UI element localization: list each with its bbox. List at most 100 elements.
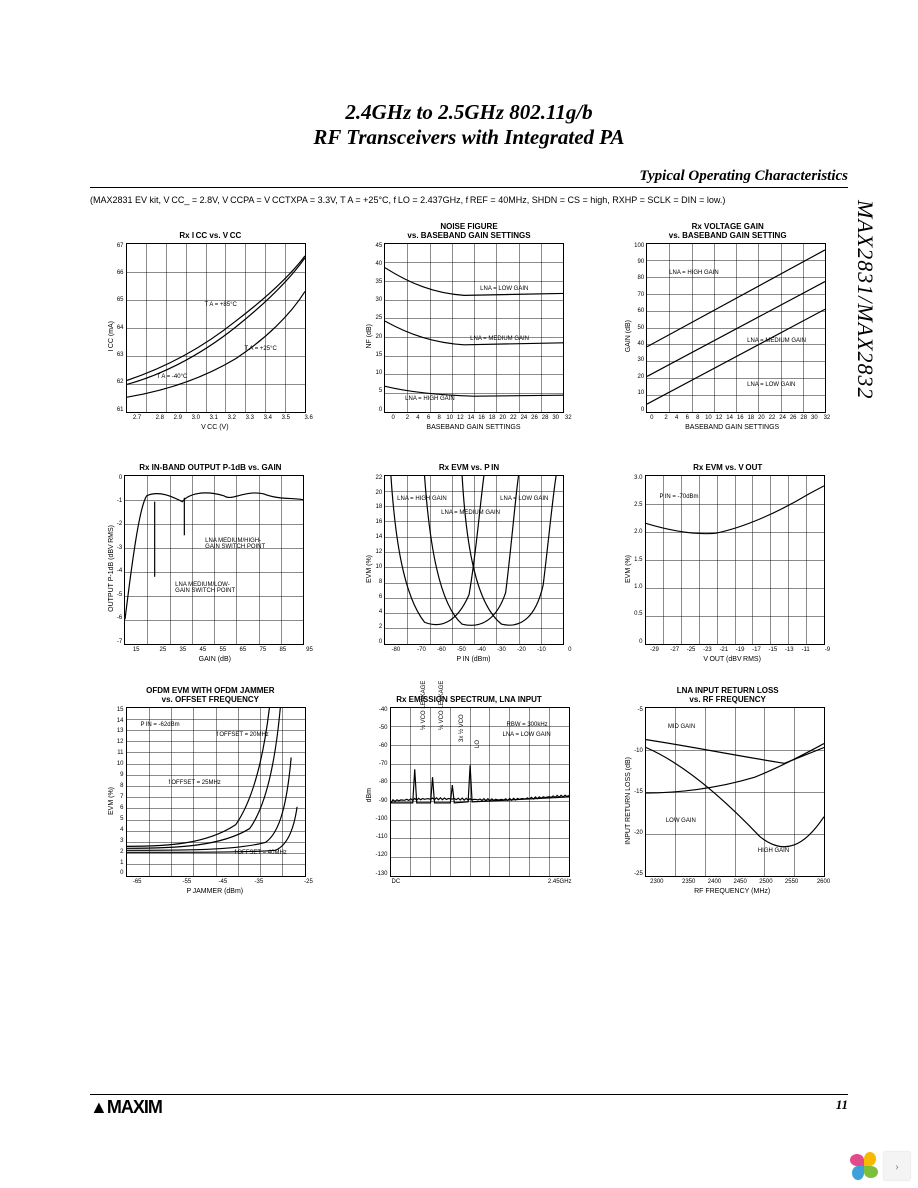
chart-annotation: ¼ VCO LEAKAGE	[439, 680, 445, 729]
page-number: 11	[836, 1097, 848, 1113]
x-ticks: 2.72.82.93.03.13.23.33.43.53.6	[133, 415, 313, 421]
chart-annotation: P IN = -62dBm	[141, 722, 180, 728]
x-ticks: 2300235024002450250025502600	[650, 879, 830, 885]
chart-title: NOISE FIGUREvs. BASEBAND GAIN SETTINGS	[407, 221, 530, 241]
chart-annotation: LOW GAIN	[666, 818, 696, 824]
chart-annotation: f OFFSET = 40MHz	[235, 850, 287, 856]
x-axis-label: GAIN (dB)	[117, 656, 313, 663]
y-ticks: 1514131211109876543210	[117, 707, 126, 877]
chart-8: LNA INPUT RETURN LOSSvs. RF FREQUENCY INP…	[607, 685, 848, 895]
chart-annotation: T A = -40°C	[157, 374, 188, 380]
x-ticks: 152535455565758595	[133, 647, 313, 653]
chart-annotation: ½ VCO LEAKAGE	[421, 680, 427, 729]
chart-grid: Rx I CC vs. V CCI CC (mA)67666564636261T…	[90, 221, 848, 895]
chart-3: Rx IN-BAND OUTPUT P-1dB vs. GAIN OUTPUT P…	[90, 453, 331, 663]
chart-annotation: LNA = LOW GAIN	[500, 496, 548, 502]
chart-title: LNA INPUT RETURN LOSSvs. RF FREQUENCY	[677, 685, 779, 705]
chart-annotation: LNA = HIGH GAIN	[397, 496, 447, 502]
y-ticks: 67666564636261	[117, 243, 126, 413]
chart-annotation: HIGH GAIN	[758, 848, 789, 854]
chart-annotation: f OFFSET = 20MHz	[217, 732, 269, 738]
x-axis-label: P JAMMER (dBm)	[117, 888, 313, 895]
y-axis-label: NF (dB)	[366, 324, 373, 349]
x-axis-label: V CC (V)	[117, 424, 313, 431]
y-ticks: -40-50-60-70-80-90-100-110-120-130	[375, 707, 389, 877]
y-axis-label: EVM (%)	[625, 555, 632, 583]
plot-area: LNA = HIGH GAIN LNA = LOW GAIN LNA = MEDIU…	[384, 475, 564, 645]
chart-annotation: 3x ½ VCO	[459, 714, 465, 742]
chart-annotation: RBW = 300kHz	[507, 722, 548, 728]
flower-icon	[850, 1152, 878, 1180]
part-number-side-label: MAX2831/MAX2832	[852, 200, 878, 400]
x-ticks: 02468101214161820222426283032	[391, 415, 571, 421]
plot-area: LNA MEDIUM/HIGH-GAIN SWITCH POINT LNA MED…	[124, 475, 304, 645]
y-ticks: 1009080706050403020100	[634, 243, 646, 413]
x-ticks: 02468101214161820222426283032	[650, 415, 830, 421]
plot-area: RBW = 300kHzLNA = LOW GAIN½ VCO LEAKAGE¼…	[390, 707, 570, 877]
chart-1: NOISE FIGUREvs. BASEBAND GAIN SETTINGS NF…	[349, 221, 590, 431]
chart-annotation: LNA = MEDIUM GAIN	[747, 338, 806, 344]
y-axis-label: I CC (mA)	[108, 321, 115, 352]
chart-title: Rx EVM vs. P IN	[439, 453, 499, 473]
y-axis-label: EVM (%)	[108, 787, 115, 815]
chart-annotation: LNA = LOW GAIN	[747, 382, 795, 388]
chart-annotation: T A = +25°C	[245, 346, 277, 352]
title-line-2: RF Transceivers with Integrated PA	[90, 125, 848, 150]
chart-4: Rx EVM vs. P IN EVM (%)222018161412108642…	[349, 453, 590, 663]
next-page-button[interactable]: ›	[884, 1152, 910, 1180]
x-ticks: -65-55-45-35-25	[133, 879, 313, 885]
y-ticks: 0-1-2-3-4-5-6-7	[117, 475, 124, 645]
page-footer: ▲MAXIM 11	[90, 1094, 848, 1118]
chart-annotation: P IN = -70dBm	[660, 494, 699, 500]
test-conditions: (MAX2831 EV kit, V CC_ = 2.8V, V CCPA = …	[90, 194, 848, 207]
y-axis-label: OUTPUT P-1dB (dBV RMS)	[108, 525, 115, 612]
x-ticks: -80-70-60-50-40-30-20-100	[391, 647, 571, 653]
plot-area: P IN = -62dBm f OFFSET = 20MHz f OFFSET = …	[126, 707, 306, 877]
y-axis-label: dBm	[366, 788, 373, 802]
chart-title: Rx EVM vs. V OUT	[693, 453, 762, 473]
chart-annotation: T A = +85°C	[205, 302, 237, 308]
chart-annotation: LO	[475, 740, 481, 748]
title-line-1: 2.4GHz to 2.5GHz 802.11g/b	[90, 100, 848, 125]
chart-annotation: LNA = HIGH GAIN	[405, 396, 455, 402]
chart-title: Rx VOLTAGE GAINvs. BASEBAND GAIN SETTING	[669, 221, 787, 241]
y-axis-label: EVM (%)	[366, 555, 373, 583]
chart-annotation: LNA = MEDIUM GAIN	[470, 336, 529, 342]
x-axis-label: V OUT (dBV RMS)	[634, 656, 830, 663]
document-title: 2.4GHz to 2.5GHz 802.11g/b RF Transceive…	[90, 100, 848, 150]
chart-6: OFDM EVM WITH OFDM JAMMERvs. OFFSET FREQ…	[90, 685, 331, 895]
y-ticks: -5-10-15-20-25	[634, 707, 645, 877]
chart-title: OFDM EVM WITH OFDM JAMMERvs. OFFSET FREQ…	[146, 685, 274, 705]
viewer-corner-widget: ›	[850, 1152, 910, 1180]
y-axis-label: GAIN (dB)	[625, 320, 632, 352]
x-ticks: -29-27-25-23-21-19-17-15-13-11-9	[650, 647, 830, 653]
x-axis-label: BASEBAND GAIN SETTINGS	[375, 424, 571, 431]
plot-area: P IN = -70dBm	[645, 475, 825, 645]
y-axis-label: INPUT RETURN LOSS (dB)	[625, 757, 632, 845]
plot-area: MID GAIN LOW GAIN HIGH GAIN	[645, 707, 825, 877]
chart-annotation: LNA MEDIUM/HIGH-GAIN SWITCH POINT	[205, 538, 265, 550]
chart-7: Rx EMISSION SPECTRUM, LNA INPUT dBm-40-50…	[349, 685, 590, 895]
chart-annotation: LNA = LOW GAIN	[480, 286, 528, 292]
chart-annotation: f OFFSET = 25MHz	[169, 780, 221, 786]
chart-annotation: LNA MEDIUM/LOW-GAIN SWITCH POINT	[175, 582, 235, 594]
chart-title: Rx EMISSION SPECTRUM, LNA INPUT	[396, 685, 542, 705]
maxim-logo: ▲MAXIM	[90, 1097, 162, 1118]
chart-2: Rx VOLTAGE GAINvs. BASEBAND GAIN SETTING…	[607, 221, 848, 431]
plot-area: LNA = LOW GAIN LNA = MEDIUM GAIN LNA = HIG…	[384, 243, 564, 413]
chart-annotation: LNA = MEDIUM GAIN	[441, 510, 500, 516]
y-ticks: 2220181614121086420	[375, 475, 384, 645]
chart-annotation: MID GAIN	[668, 724, 695, 730]
plot-area: LNA = HIGH GAIN LNA = MEDIUM GAIN LNA = LO…	[646, 243, 826, 413]
x-ticks: DC2.45GHz	[391, 879, 571, 885]
y-ticks: 454035302520151050	[375, 243, 384, 413]
chart-0: Rx I CC vs. V CCI CC (mA)67666564636261T…	[90, 221, 331, 431]
chart-annotation: LNA = HIGH GAIN	[669, 270, 719, 276]
plot-area: T A = +85°C T A = +25°C T A = -40°C	[126, 243, 306, 413]
y-ticks: 3.02.52.01.51.00.50	[634, 475, 644, 645]
x-axis-label: RF FREQUENCY (MHz)	[634, 888, 830, 895]
chart-title: Rx IN-BAND OUTPUT P-1dB vs. GAIN	[139, 453, 281, 473]
chart-annotation: LNA = LOW GAIN	[503, 732, 551, 738]
section-heading: Typical Operating Characteristics	[90, 168, 848, 188]
x-axis-label: BASEBAND GAIN SETTINGS	[634, 424, 830, 431]
